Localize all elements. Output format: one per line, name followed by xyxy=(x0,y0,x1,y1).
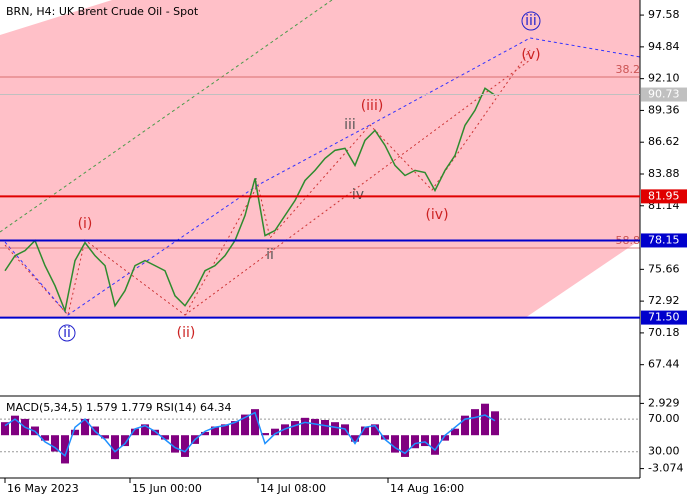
macd-bar xyxy=(411,435,419,449)
macd-bar xyxy=(321,420,329,436)
macd-bar xyxy=(131,428,139,436)
wave-label: iii xyxy=(525,13,537,29)
wave-label: (ii) xyxy=(177,325,196,341)
wave-circle xyxy=(58,324,76,342)
y-tick-label: 97.58 xyxy=(648,8,680,21)
y-tick-label: 67.44 xyxy=(648,358,680,371)
macd-bar xyxy=(1,422,9,436)
level-label: 81.95 xyxy=(648,189,680,202)
y-tick-label: 86.62 xyxy=(648,135,680,148)
macd-bar xyxy=(451,428,459,436)
level-label: 71.50 xyxy=(648,311,680,324)
y-tick-label: 92.10 xyxy=(648,72,680,85)
wave-line xyxy=(184,59,531,316)
wave-lines-major xyxy=(4,37,641,316)
macd-bar xyxy=(361,426,369,436)
macd-bar xyxy=(241,414,249,436)
macd-bar xyxy=(161,435,169,440)
y-tick-label: 75.66 xyxy=(648,262,680,275)
macd-bar xyxy=(291,421,299,436)
macd-bar xyxy=(181,435,189,457)
macd-bar xyxy=(271,428,279,436)
y-tick-label: 2.929 xyxy=(648,396,680,409)
x-tick-label: 15 Jun 00:00 xyxy=(132,482,202,495)
x-tick-label: 16 May 2023 xyxy=(7,482,79,495)
wave-label: iii xyxy=(344,117,356,133)
wave-label: (iii) xyxy=(361,98,384,114)
macd-bar xyxy=(51,435,59,452)
y-tick-label: -3.074 xyxy=(648,462,683,475)
level-box xyxy=(641,310,687,325)
wave-label: ii xyxy=(63,325,71,341)
macd-bar xyxy=(81,418,89,436)
macd-bar xyxy=(471,409,479,436)
macd-bar xyxy=(431,435,439,455)
macd-bar xyxy=(171,435,179,453)
x-tick-label: 14 Aug 16:00 xyxy=(390,482,464,495)
macd-bar xyxy=(11,415,19,436)
macd-bar xyxy=(201,431,209,436)
macd-bar xyxy=(221,424,229,436)
wave-circle xyxy=(521,11,541,31)
indicator-label: MACD(5,34,5) 1.579 1.779 RSI(14) 64.34 xyxy=(6,401,231,414)
macd-bar xyxy=(391,435,399,453)
macd-bar xyxy=(331,422,339,436)
channel-fill xyxy=(0,0,640,318)
channel-line xyxy=(0,0,333,233)
macd-bar xyxy=(231,421,239,436)
x-tick-label: 14 Jul 08:00 xyxy=(260,482,326,495)
macd-bar xyxy=(251,409,259,436)
macd-bar xyxy=(101,435,109,439)
macd-bar xyxy=(111,435,119,460)
macd-bar xyxy=(261,433,269,436)
y-tick-label: 89.36 xyxy=(648,103,680,116)
level-label: 78.15 xyxy=(648,233,680,246)
level-box xyxy=(641,87,687,102)
macd-bar xyxy=(371,424,379,436)
chart-title: BRN, H4: UK Brent Crude Oil - Spot xyxy=(6,5,199,18)
fibo-label: 38.2 xyxy=(616,63,641,76)
y-tick-label: 94.84 xyxy=(648,40,680,53)
y-tick-label: 70.18 xyxy=(648,326,680,339)
wave-label: (v) xyxy=(521,47,540,63)
macd-bar xyxy=(381,435,389,440)
macd-bar xyxy=(301,417,309,436)
macd-bar xyxy=(211,426,219,436)
wave-label: ii xyxy=(266,247,274,263)
macd-bar xyxy=(61,435,69,464)
y-tick-label: 72.92 xyxy=(648,294,680,307)
rsi-line xyxy=(4,411,496,458)
macd-bar xyxy=(441,435,449,441)
macd-bar xyxy=(121,435,129,447)
macd-bar xyxy=(481,403,489,436)
macd-bar xyxy=(491,411,499,436)
macd-bar xyxy=(351,435,359,442)
wave-label: (i) xyxy=(78,216,93,232)
wave-label: (iv) xyxy=(425,207,448,223)
macd-bar xyxy=(151,429,159,436)
level-label: 90.73 xyxy=(648,88,680,101)
macd-bar xyxy=(281,424,289,436)
macd-bar xyxy=(311,418,319,436)
macd-bar xyxy=(41,435,49,441)
wave-label: iv xyxy=(352,187,364,203)
level-box xyxy=(641,189,687,204)
y2-tick-label: 30.00 xyxy=(648,445,680,458)
macd-bar xyxy=(71,429,79,436)
y-tick-label: 83.88 xyxy=(648,167,680,180)
level-box xyxy=(641,233,687,248)
macd-bar xyxy=(401,435,409,457)
y2-tick-label: 70.00 xyxy=(648,412,680,425)
macd-bar xyxy=(461,415,469,436)
macd-bar xyxy=(421,435,429,447)
macd-bar xyxy=(141,424,149,436)
